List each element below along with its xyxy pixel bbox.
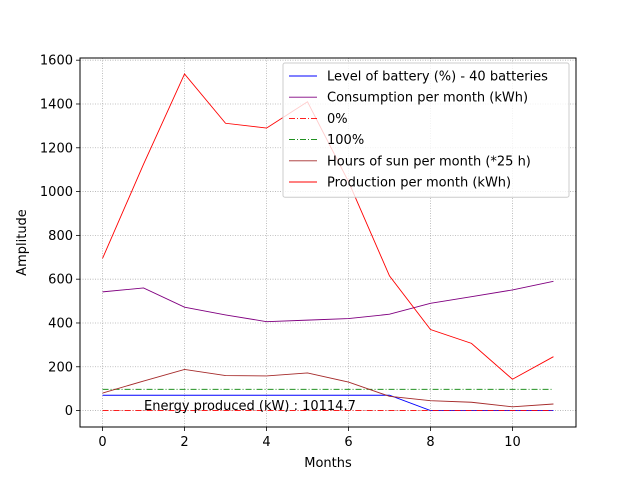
- energy-annotation: Energy produced (kW) : 10114.7: [144, 399, 356, 414]
- legend-label: 0%: [327, 112, 348, 127]
- y-tick-label: 1000: [40, 185, 73, 200]
- legend-label: Production per month (kWh): [327, 176, 511, 191]
- x-tick-label: 0: [98, 435, 106, 450]
- legend-box: [282, 62, 570, 198]
- x-axis-title: Months: [304, 456, 352, 471]
- y-tick-label: 1200: [40, 141, 73, 156]
- y-tick-label: 1600: [40, 54, 73, 69]
- legend-label: Level of battery (%) - 40 batteries: [327, 70, 548, 85]
- legend-label: 100%: [327, 133, 364, 148]
- y-tick-label: 600: [48, 273, 73, 288]
- y-tick-label: 0: [65, 404, 73, 419]
- plot-frame: [79, 57, 577, 428]
- series-line-5: [102, 368, 554, 408]
- y-tick-label: 800: [48, 229, 73, 244]
- y-axis-title: Amplitude: [15, 209, 30, 276]
- y-tick-label: 200: [48, 360, 73, 375]
- axis-ticks: 0 2 4 6 8 10 0 200 400 600 800 1000 1200 1400 1600: [40, 54, 521, 450]
- x-tick-label: 4: [262, 435, 270, 450]
- y-tick-label: 1400: [40, 97, 73, 112]
- x-tick-label: 10: [504, 435, 521, 450]
- x-tick-label: 2: [180, 435, 188, 450]
- legend-label: Hours of sun per month (*25 h): [327, 154, 531, 169]
- legend: Level of battery (%) - 40 batteries Consu…: [282, 62, 570, 198]
- series-line-2: [102, 280, 554, 323]
- x-tick-label: 8: [426, 435, 434, 450]
- y-tick-label: 400: [48, 316, 73, 331]
- legend-label: Consumption per month (kWh): [327, 91, 528, 106]
- x-tick-label: 6: [344, 435, 352, 450]
